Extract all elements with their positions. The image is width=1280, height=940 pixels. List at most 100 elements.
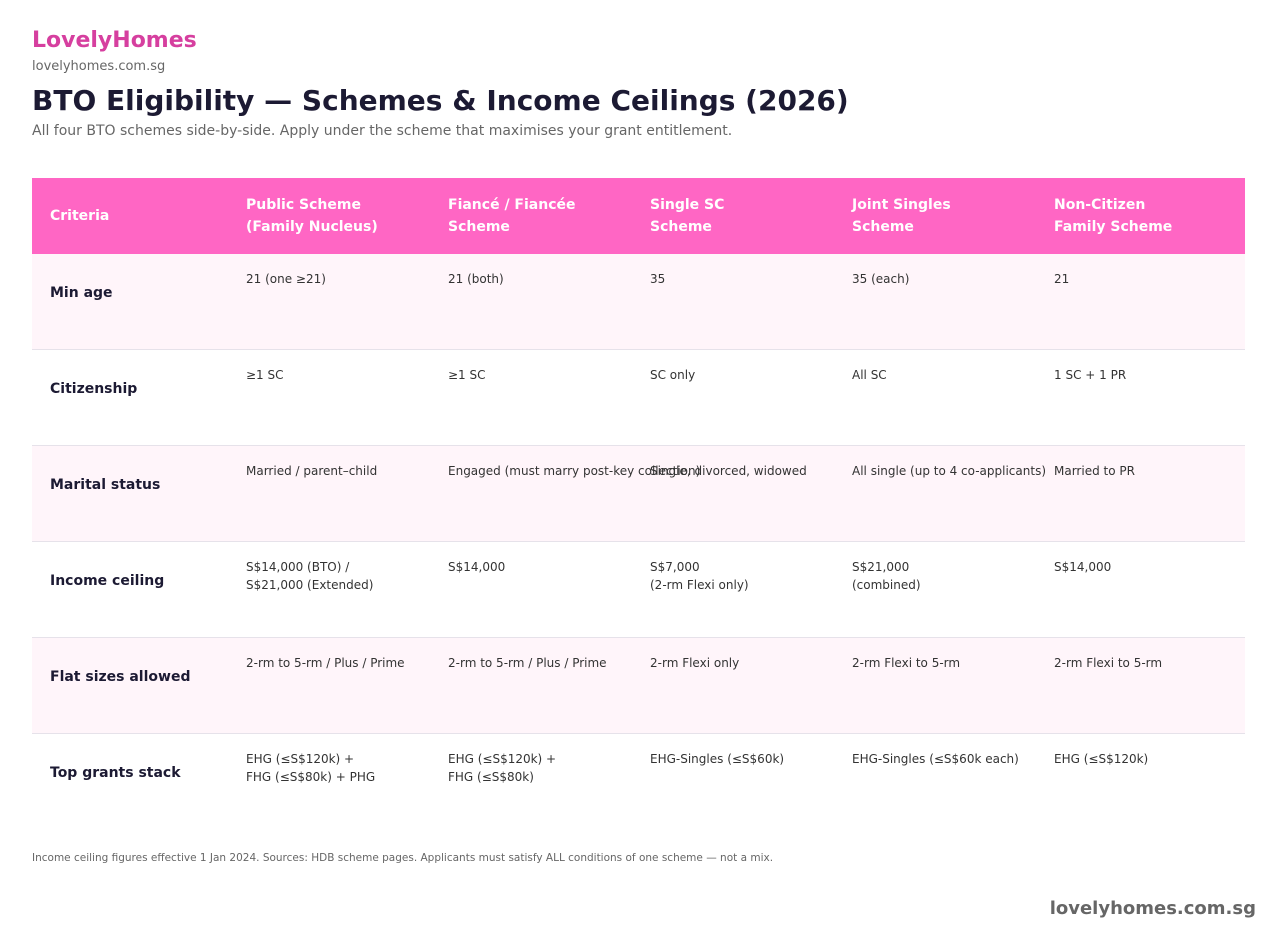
cell-line: (2-rm Flexi only)	[650, 578, 749, 592]
table-cell: EHG-Singles (≤S$60k each)	[852, 750, 1019, 768]
cell-line: 21 (both)	[448, 272, 504, 286]
cell-line: FHG (≤S$80k) + PHG	[246, 770, 376, 784]
table-cell: 1 SC + 1 PR	[1054, 366, 1126, 384]
table-cell: 35 (each)	[852, 270, 909, 288]
table-cell: EHG (≤S$120k) + FHG (≤S$80k) + PHG	[246, 750, 375, 786]
cell-line: SC only	[650, 368, 696, 382]
cell-line: Married / parent–child	[246, 464, 378, 478]
table-cell: Engaged (must marry post-key collection)	[448, 462, 700, 480]
column-header-non-citizen-family-scheme: Non-Citizen Family Scheme	[1054, 178, 1172, 254]
cell-line: 21 (one ≥21)	[246, 272, 326, 286]
table-cell: Married / parent–child	[246, 462, 377, 480]
cell-line: 2-rm Flexi to 5-rm	[1054, 656, 1163, 670]
table-cell: SC only	[650, 366, 695, 384]
page-subtitle: All four BTO schemes side-by-side. Apply…	[32, 123, 733, 139]
cell-line: FHG (≤S$80k)	[448, 770, 534, 784]
table-row-income-ceiling: Income ceiling S$14,000 (BTO) / S$21,000…	[32, 542, 1245, 638]
column-header-public-scheme: Public Scheme (Family Nucleus)	[246, 178, 378, 254]
cell-line: S$21,000 (Extended)	[246, 578, 374, 592]
table-cell: Married to PR	[1054, 462, 1135, 480]
table-cell: EHG (≤S$120k) + FHG (≤S$80k)	[448, 750, 556, 786]
cell-line: 21	[1054, 272, 1070, 286]
eligibility-table: Criteria Public Scheme (Family Nucleus) …	[32, 178, 1245, 829]
table-header: Criteria Public Scheme (Family Nucleus) …	[32, 178, 1245, 254]
cell-line: 2-rm Flexi to 5-rm	[852, 656, 961, 670]
column-header-single-sc-scheme: Single SC Scheme	[650, 178, 724, 254]
cell-line: Single, divorced, widowed	[650, 464, 807, 478]
table-cell: 21	[1054, 270, 1069, 288]
table-cell: All SC	[852, 366, 887, 384]
column-header-line: Single SC	[650, 197, 725, 213]
table-cell: EHG (≤S$120k)	[1054, 750, 1148, 768]
table-cell: 2-rm Flexi only	[650, 654, 739, 672]
footnote: Income ceiling figures effective 1 Jan 2…	[32, 852, 774, 864]
column-header-line: Scheme	[852, 219, 914, 235]
table-cell: All single (up to 4 co-applicants)	[852, 462, 1046, 480]
cell-line: EHG-Singles (≤S$60k each)	[852, 752, 1019, 766]
column-header-line: Fiancé / Fiancée	[448, 197, 576, 213]
table-cell: 2-rm to 5-rm / Plus / Prime	[448, 654, 607, 672]
column-header-criteria: Criteria	[50, 178, 109, 254]
table-row-marital-status: Marital status Married / parent–child En…	[32, 446, 1245, 542]
column-header-fiance-scheme: Fiancé / Fiancée Scheme	[448, 178, 576, 254]
cell-line: 2-rm to 5-rm / Plus / Prime	[246, 656, 405, 670]
site-watermark: lovelyhomes.com.sg	[1049, 898, 1256, 919]
cell-line: EHG-Singles (≤S$60k)	[650, 752, 785, 766]
column-header-line: Non-Citizen	[1054, 197, 1146, 213]
table-cell: Single, divorced, widowed	[650, 462, 807, 480]
row-label: Top grants stack	[50, 765, 181, 781]
table-cell: 21 (one ≥21)	[246, 270, 326, 288]
column-header-line: Scheme	[650, 219, 712, 235]
row-label: Flat sizes allowed	[50, 669, 191, 685]
cell-line: 35 (each)	[852, 272, 910, 286]
table-cell: S$7,000 (2-rm Flexi only)	[650, 558, 749, 594]
row-label: Citizenship	[50, 381, 138, 397]
table-cell: S$14,000	[448, 558, 505, 576]
cell-line: S$14,000	[448, 560, 506, 574]
cell-line: EHG (≤S$120k) +	[246, 752, 355, 766]
cell-line: ≥1 SC	[246, 368, 284, 382]
table-row-top-grants: Top grants stack EHG (≤S$120k) + FHG (≤S…	[32, 734, 1245, 829]
cell-line: EHG (≤S$120k)	[1054, 752, 1149, 766]
page-title: BTO Eligibility — Schemes & Income Ceili…	[32, 84, 849, 117]
brand-logo: LovelyHomes	[32, 28, 197, 53]
table-row-min-age: Min age 21 (one ≥21) 21 (both) 35 35 (ea…	[32, 254, 1245, 350]
column-header-line: Scheme	[448, 219, 510, 235]
row-label: Marital status	[50, 477, 161, 493]
cell-line: 2-rm to 5-rm / Plus / Prime	[448, 656, 607, 670]
table-cell: S$14,000	[1054, 558, 1111, 576]
column-header-line: (Family Nucleus)	[246, 219, 378, 235]
table-cell: 2-rm to 5-rm / Plus / Prime	[246, 654, 405, 672]
cell-line: Married to PR	[1054, 464, 1135, 478]
cell-line: ≥1 SC	[448, 368, 486, 382]
row-label: Income ceiling	[50, 573, 165, 589]
table-cell: 2-rm Flexi to 5-rm	[852, 654, 960, 672]
table-cell: S$14,000 (BTO) / S$21,000 (Extended)	[246, 558, 373, 594]
table-cell: 2-rm Flexi to 5-rm	[1054, 654, 1162, 672]
cell-line: 2-rm Flexi only	[650, 656, 740, 670]
cell-line: S$7,000	[650, 560, 700, 574]
column-header-line: Public Scheme	[246, 197, 361, 213]
cell-line: EHG (≤S$120k) +	[448, 752, 557, 766]
column-header-line: Family Scheme	[1054, 219, 1173, 235]
cell-line: (combined)	[852, 578, 921, 592]
column-header-joint-singles-scheme: Joint Singles Scheme	[852, 178, 951, 254]
cell-line: 35	[650, 272, 666, 286]
cell-line: S$21,000	[852, 560, 910, 574]
column-header-line: Joint Singles	[852, 197, 951, 213]
cell-line: Engaged (must marry post-key collection)	[448, 464, 701, 478]
brand-url[interactable]: lovelyhomes.com.sg	[32, 59, 166, 74]
table-cell: ≥1 SC	[448, 366, 486, 384]
cell-line: All single (up to 4 co-applicants)	[852, 464, 1047, 478]
cell-line: S$14,000	[1054, 560, 1112, 574]
table-cell: S$21,000 (combined)	[852, 558, 921, 594]
table-row-flat-sizes: Flat sizes allowed 2-rm to 5-rm / Plus /…	[32, 638, 1245, 734]
table-cell: ≥1 SC	[246, 366, 284, 384]
row-label: Min age	[50, 285, 113, 301]
table-cell: EHG-Singles (≤S$60k)	[650, 750, 784, 768]
column-header-line: Criteria	[50, 208, 110, 224]
table-cell: 21 (both)	[448, 270, 504, 288]
cell-line: S$14,000 (BTO) /	[246, 560, 350, 574]
table-row-citizenship: Citizenship ≥1 SC ≥1 SC SC only All SC 1…	[32, 350, 1245, 446]
table-cell: 35	[650, 270, 665, 288]
